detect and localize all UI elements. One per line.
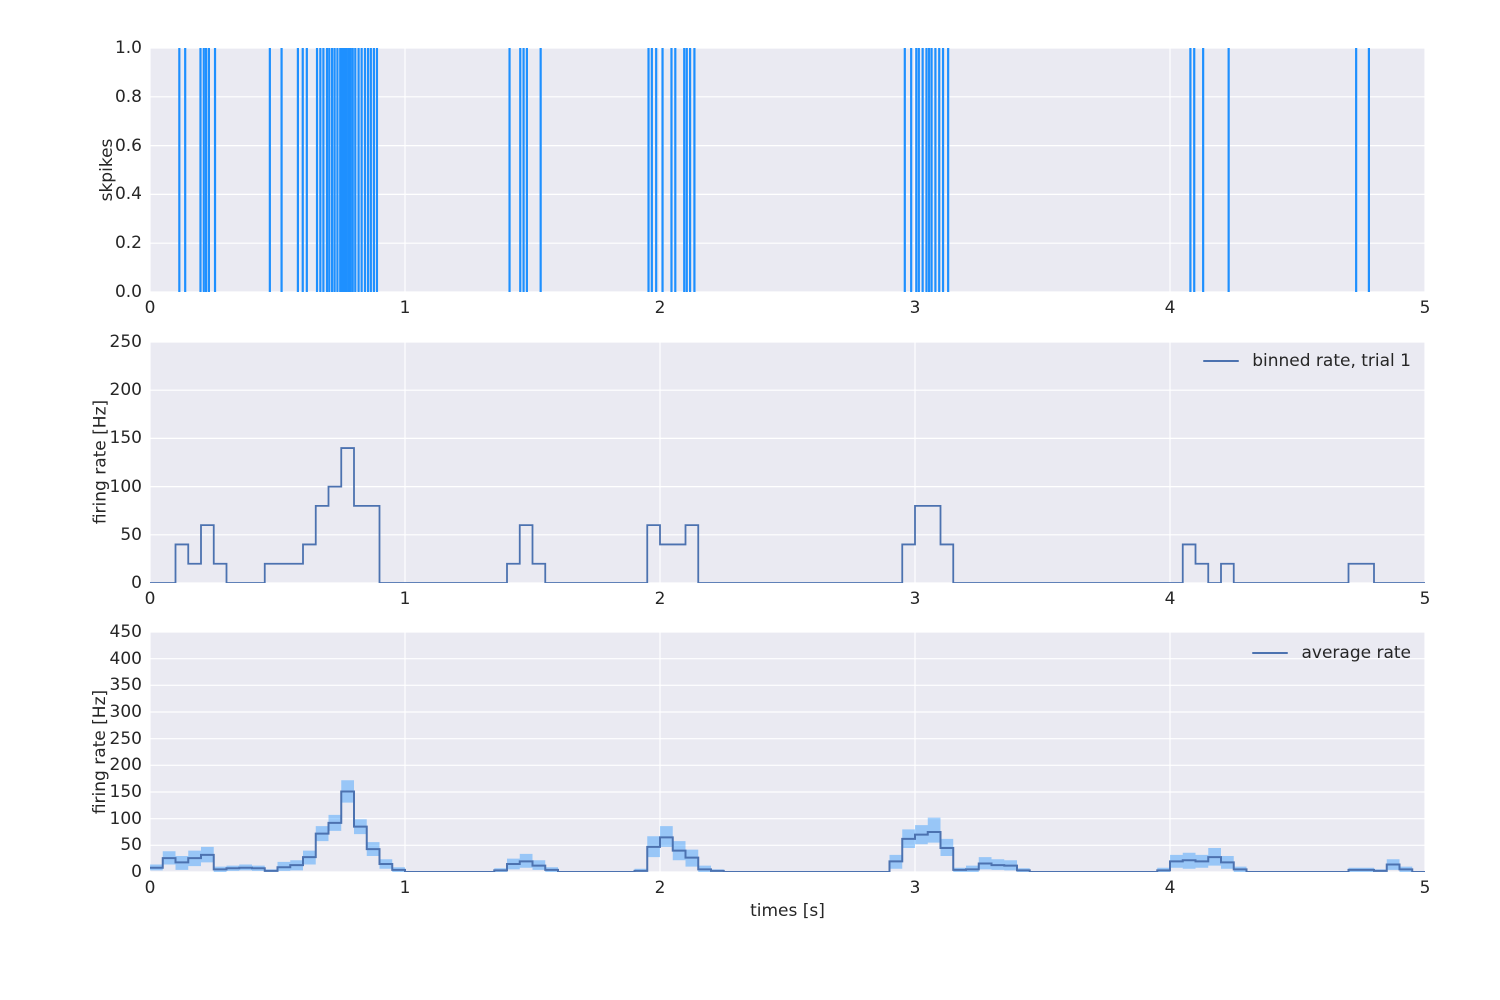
x-tick-label: 1	[399, 298, 411, 318]
x-axis-label: times [s]	[750, 901, 825, 921]
x-tick-label: 4	[1164, 878, 1176, 898]
y-tick-label: 50	[120, 835, 142, 856]
y-tick-label: 200	[109, 755, 142, 776]
axes-background	[150, 342, 1425, 583]
average-rate-step-line	[150, 790, 1425, 872]
y-tick-label: 400	[109, 648, 142, 669]
y-tick-label: 0.6	[114, 135, 142, 156]
binned-rate-axes	[150, 342, 1425, 583]
binned-rate-y-axis-label: firing rate [Hz]	[90, 399, 111, 525]
x-tick-label: 2	[654, 878, 666, 898]
y-tick-label: 0	[131, 573, 142, 593]
binned-rate-legend: binned rate, trial 1	[1203, 351, 1411, 371]
x-tick-label: 1	[399, 878, 411, 898]
x-tick-label: 2	[654, 298, 666, 318]
x-tick-label: 3	[909, 878, 921, 898]
y-tick-label: 50	[120, 524, 142, 545]
y-tick-label: 150	[109, 782, 142, 802]
y-tick-label: 250	[109, 332, 142, 352]
average-rate-axes	[150, 632, 1425, 872]
x-tick-label: 0	[144, 878, 156, 898]
y-tick-label: 0.8	[114, 86, 142, 107]
spike-raster-axes	[150, 48, 1425, 292]
average-rate-legend-line-swatch	[1252, 652, 1289, 654]
x-tick-label: 5	[1419, 298, 1431, 318]
y-tick-label: 100	[109, 808, 142, 829]
y-tick-label: 200	[109, 380, 142, 401]
x-tick-label: 3	[909, 589, 921, 609]
y-tick-label: 450	[109, 622, 142, 642]
binned-rate-legend-line-swatch	[1203, 360, 1240, 362]
y-tick-label: 350	[109, 675, 142, 696]
x-tick-label: 0	[144, 589, 156, 609]
average-rate-legend: average rate	[1252, 643, 1411, 663]
x-tick-label: 4	[1164, 298, 1176, 318]
axes-background	[150, 632, 1425, 872]
raster-y-axis-label: skpikes	[97, 138, 117, 202]
y-tick-label: 250	[109, 728, 142, 749]
x-tick-label: 2	[654, 589, 666, 609]
y-tick-label: 1.0	[114, 38, 142, 58]
x-tick-label: 0	[144, 298, 156, 318]
x-tick-label: 1	[399, 589, 411, 609]
y-tick-label: 0.4	[114, 184, 142, 205]
y-tick-label: 0.2	[114, 233, 142, 254]
y-tick-label: 150	[109, 428, 142, 449]
x-tick-label: 5	[1419, 878, 1431, 898]
x-tick-label: 4	[1164, 589, 1176, 609]
std-band	[150, 780, 1425, 872]
binned-rate-legend-label: binned rate, trial 1	[1252, 351, 1411, 371]
y-tick-label: 100	[109, 476, 142, 497]
x-tick-label: 5	[1419, 589, 1431, 609]
y-tick-label: 0.0	[114, 282, 142, 302]
average-rate-legend-label: average rate	[1301, 643, 1411, 663]
binned-rate-step-line	[150, 447, 1425, 583]
y-tick-label: 0	[131, 862, 142, 882]
y-tick-label: 300	[109, 702, 142, 722]
x-tick-label: 3	[909, 298, 921, 318]
